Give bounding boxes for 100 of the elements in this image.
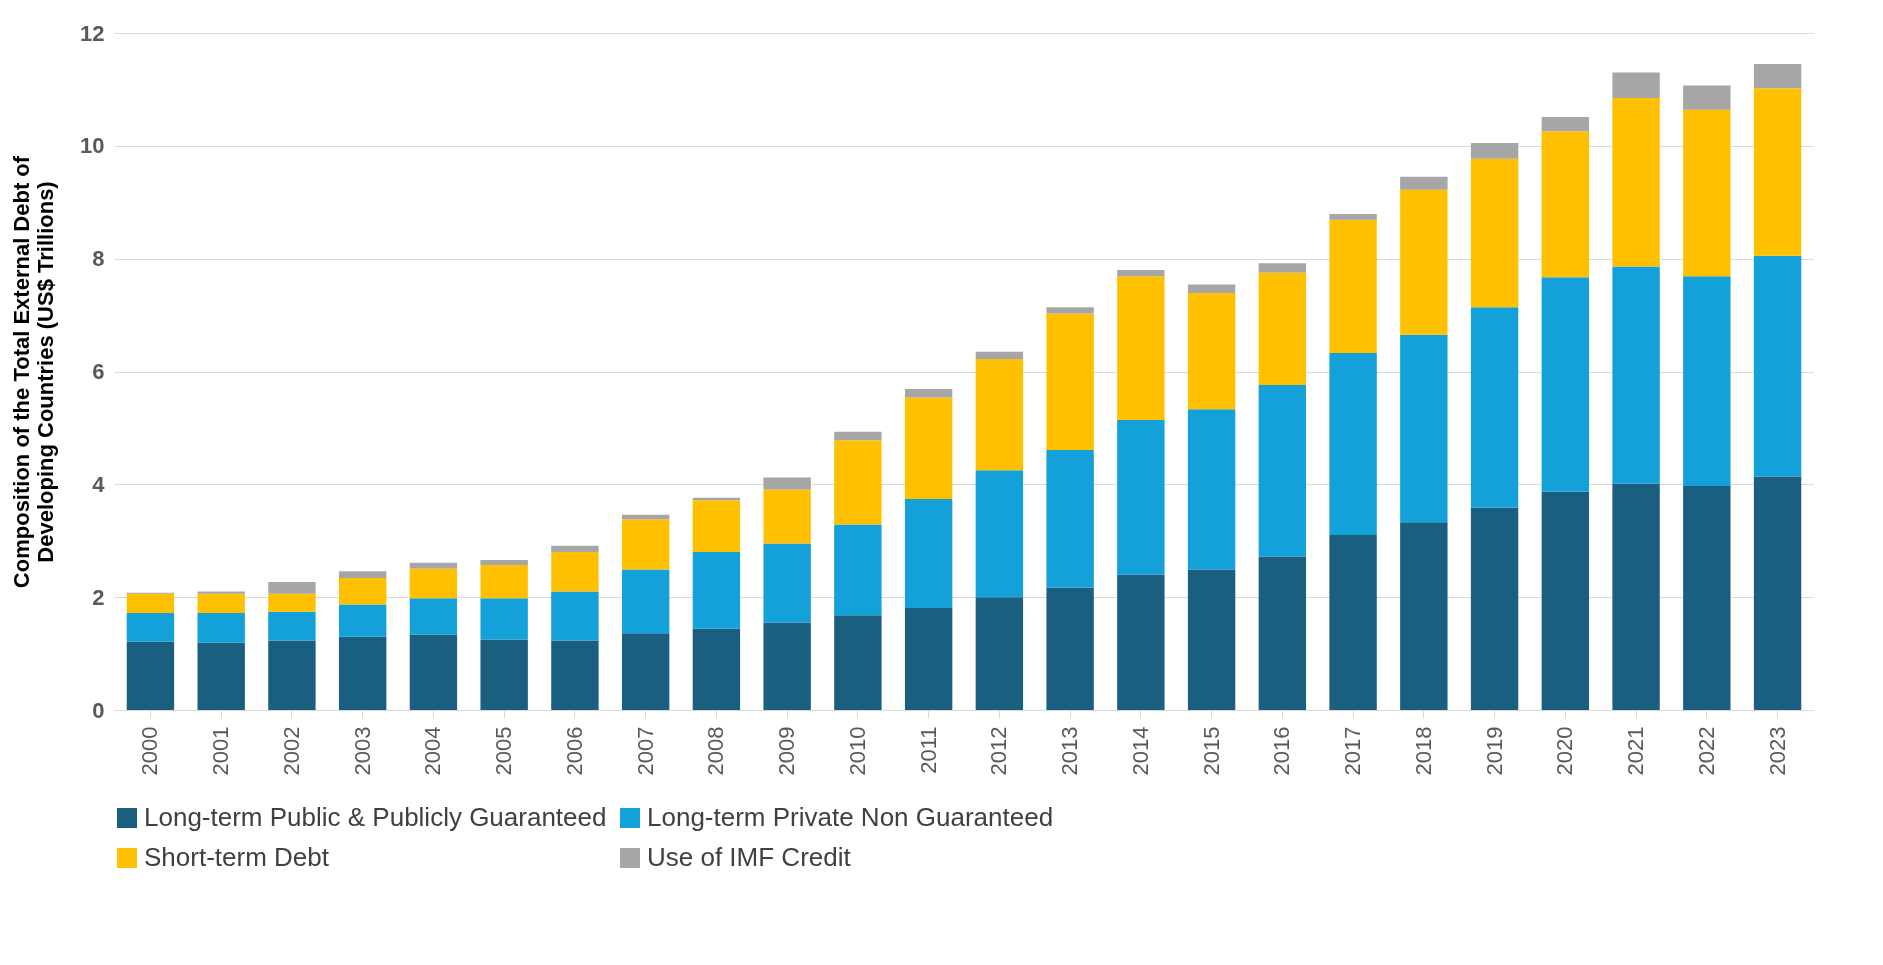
bar <box>1683 85 1731 110</box>
bar <box>1117 276 1165 421</box>
bar <box>1753 255 1802 477</box>
bar <box>409 598 458 635</box>
bar <box>1683 276 1731 487</box>
bar <box>1258 385 1307 557</box>
legend-label: Long-term Public & Publicly Guaranteed <box>144 802 607 832</box>
bar <box>763 477 811 490</box>
bar <box>1117 574 1165 710</box>
bar <box>1541 131 1590 278</box>
bar <box>338 571 387 578</box>
bar <box>1258 272 1307 386</box>
bar <box>197 591 245 594</box>
bar <box>763 489 811 544</box>
x-tick-label: 2013 <box>1057 726 1083 776</box>
bar <box>1612 97 1660 267</box>
x-tick-label: 2008 <box>703 726 729 776</box>
bar <box>1753 64 1802 89</box>
legend-label: Long-term Private Non Guaranteed <box>647 802 1054 832</box>
bar <box>1612 72 1660 98</box>
bar <box>834 524 882 616</box>
bar <box>1329 352 1377 536</box>
bar <box>975 359 1024 471</box>
bar <box>1400 334 1448 523</box>
legend-label: Short-term Debt <box>144 842 330 872</box>
legend-label: Use of IMF Credit <box>647 842 852 872</box>
bar <box>480 559 528 566</box>
bar <box>1753 476 1802 710</box>
x-tick-label: 2006 <box>561 726 587 776</box>
bar <box>1187 569 1236 710</box>
bar <box>409 634 458 710</box>
x-tick-label: 2016 <box>1269 726 1295 776</box>
x-tick-label: 2017 <box>1340 726 1366 776</box>
bar <box>268 611 316 641</box>
x-tick-label: 2022 <box>1693 726 1719 776</box>
bar <box>1258 556 1307 710</box>
bar <box>621 519 670 570</box>
bar <box>1046 313 1094 450</box>
bar <box>1046 307 1094 314</box>
y-tick-label: 0 <box>92 697 105 723</box>
bar <box>338 636 387 710</box>
bar <box>1470 143 1519 159</box>
x-tick-label: 2011 <box>915 726 941 774</box>
bar <box>904 388 953 398</box>
bar <box>1612 266 1660 484</box>
bar <box>1187 284 1236 294</box>
x-tick-label: 2015 <box>1198 726 1224 776</box>
bar <box>338 604 387 637</box>
bar <box>692 552 741 629</box>
x-tick-label: 2019 <box>1481 726 1507 776</box>
x-tick-label: 2010 <box>844 726 870 776</box>
bar <box>480 565 528 599</box>
x-tick-label: 2001 <box>208 726 234 776</box>
x-tick-label: 2014 <box>1127 726 1153 776</box>
bar <box>904 607 953 710</box>
bar <box>197 593 245 613</box>
bar <box>480 639 528 710</box>
bar <box>834 440 882 525</box>
y-tick-label: 8 <box>92 246 105 272</box>
bar <box>126 641 175 710</box>
bar <box>268 593 316 612</box>
x-tick-label: 2012 <box>986 726 1012 776</box>
bar <box>1117 269 1165 277</box>
x-tick-label: 2005 <box>491 726 517 776</box>
bar <box>1541 117 1590 132</box>
bar <box>1470 307 1519 508</box>
y-tick-label: 12 <box>80 20 105 46</box>
bar <box>1470 507 1519 710</box>
bar <box>126 612 175 642</box>
bar <box>1329 219 1377 353</box>
x-tick-label: 2023 <box>1764 726 1790 776</box>
bar <box>338 577 387 605</box>
bar <box>1400 522 1448 710</box>
x-tick-label: 2020 <box>1552 726 1578 776</box>
x-tick-label: 2004 <box>420 726 446 776</box>
x-tick-label: 2018 <box>1410 726 1436 776</box>
bar <box>1400 189 1448 335</box>
bar <box>480 598 528 640</box>
bar <box>763 622 811 710</box>
bar <box>1400 176 1448 190</box>
bar <box>1117 420 1165 575</box>
bar <box>1612 483 1660 710</box>
y-tick-label: 4 <box>92 471 106 497</box>
bar <box>621 569 670 634</box>
bar <box>1470 158 1519 308</box>
bar <box>834 431 882 441</box>
y-tick-label: 10 <box>80 133 105 159</box>
y-axis-title: Composition of the Total External Debt of Developing Countries (US$ Trillions) <box>9 155 59 589</box>
bar <box>1258 263 1307 273</box>
x-tick-label: 2002 <box>278 726 304 776</box>
bar <box>551 552 599 592</box>
bar <box>1683 486 1731 710</box>
bar <box>1187 293 1236 410</box>
bar <box>975 470 1024 598</box>
bar <box>409 568 458 599</box>
bar <box>1753 88 1802 256</box>
bar <box>1329 214 1377 220</box>
bar <box>1046 587 1094 710</box>
bar <box>975 597 1024 710</box>
bar <box>551 591 599 641</box>
